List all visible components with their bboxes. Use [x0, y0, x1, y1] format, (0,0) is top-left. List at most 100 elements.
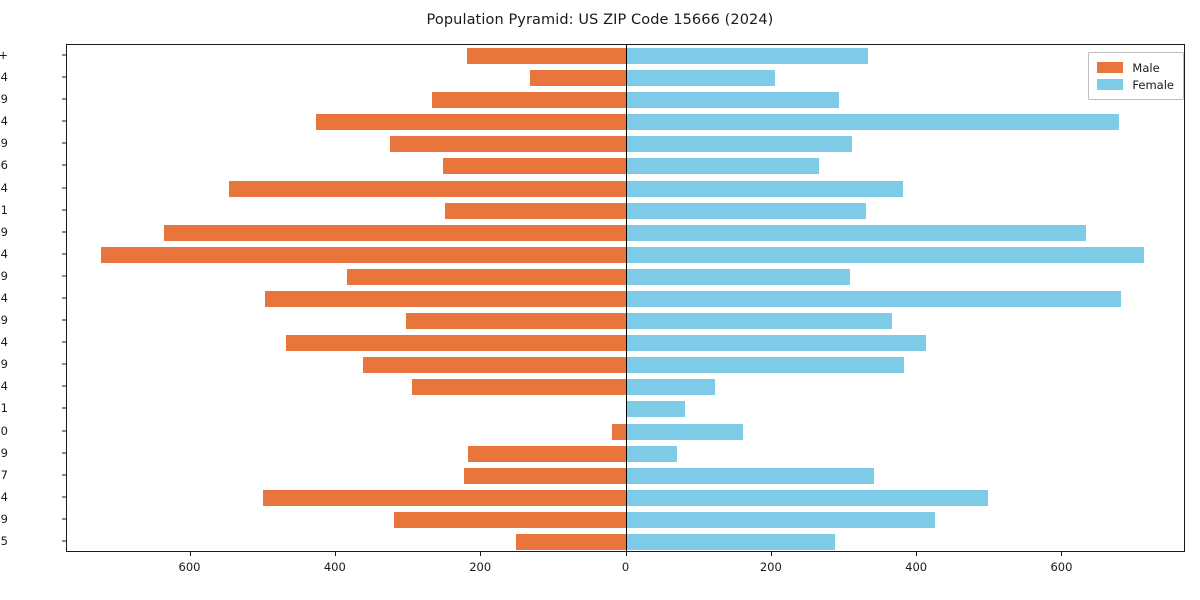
x-axis-tick-label: 200 — [759, 560, 782, 574]
bar-female — [626, 180, 903, 197]
y-axis-tick-label: 75-79 — [0, 92, 8, 107]
y-axis-tick-mark — [62, 407, 66, 409]
y-axis-tick-label: 60-61 — [0, 202, 8, 217]
bar-male — [363, 357, 627, 374]
legend-item: Female — [1097, 76, 1174, 93]
y-axis-tick-label: 18-19 — [0, 445, 8, 460]
bar-male — [101, 246, 627, 263]
y-axis-tick-mark — [62, 319, 66, 321]
y-axis-tick-mark — [62, 98, 66, 100]
bar-male — [315, 114, 627, 131]
bar-male — [464, 467, 627, 484]
y-axis-tick-mark — [62, 209, 66, 211]
bar-female — [626, 533, 836, 550]
y-axis-tick-label: 5-9 — [0, 511, 8, 526]
bar-male — [263, 489, 627, 506]
legend-item: Male — [1097, 59, 1174, 76]
y-axis-tick-mark — [62, 363, 66, 365]
y-axis-tick-mark — [62, 142, 66, 144]
y-axis-tick-mark — [62, 518, 66, 520]
bar-male — [611, 423, 627, 440]
bar-male — [466, 48, 627, 65]
bar-female — [626, 445, 678, 462]
y-axis-tick-label: 55-59 — [0, 224, 8, 239]
bar-male — [516, 533, 627, 550]
y-axis-tick-label: 85+ — [0, 48, 8, 63]
y-axis-tick-label: 21 — [0, 401, 8, 416]
y-axis-tick-mark — [62, 253, 66, 255]
y-axis-tick-label: Under 5 — [0, 533, 8, 548]
legend-item-label: Female — [1132, 77, 1174, 92]
x-axis-tick-mark — [1061, 552, 1063, 556]
legend-swatch-icon — [1097, 79, 1124, 90]
bar-male — [264, 291, 627, 307]
y-axis-tick-mark — [62, 164, 66, 166]
bar-female — [626, 313, 892, 330]
bar-male — [406, 313, 627, 330]
x-axis-tick-label: 0 — [621, 560, 630, 574]
y-axis-tick-mark — [62, 275, 66, 277]
y-axis-tick-label: 10-14 — [0, 489, 8, 504]
bar-male — [444, 202, 627, 219]
y-axis-tick-label: 67-69 — [0, 136, 8, 151]
x-axis-tick-label: 400 — [323, 560, 346, 574]
bar-female — [626, 268, 851, 285]
x-axis-tick-label: 600 — [178, 560, 201, 574]
bar-female — [626, 92, 840, 109]
y-axis-tick-label: 65-66 — [0, 158, 8, 173]
bar-female — [626, 335, 926, 352]
bar-female — [626, 423, 743, 440]
y-axis-tick-mark — [62, 297, 66, 299]
y-axis-tick-mark — [62, 540, 66, 542]
legend-swatch-icon — [1097, 62, 1124, 73]
bar-male — [468, 445, 627, 462]
bar-female — [626, 379, 716, 396]
x-axis-tick-mark — [625, 552, 627, 556]
bar-female — [626, 489, 988, 506]
x-axis-tick-label: 600 — [1050, 560, 1073, 574]
bar-female — [626, 48, 868, 65]
legend-item-label: Male — [1132, 60, 1160, 75]
y-axis-tick-mark — [62, 120, 66, 122]
x-axis-tick-label: 200 — [469, 560, 492, 574]
bar-male — [393, 511, 627, 528]
y-axis-tick-label: 25-29 — [0, 357, 8, 372]
bar-male — [390, 136, 627, 153]
bar-male — [412, 379, 627, 396]
bar-female — [626, 357, 905, 374]
bar-female — [626, 246, 1144, 263]
y-axis-tick-label: 45-49 — [0, 268, 8, 283]
y-axis-tick-label: 20 — [0, 423, 8, 438]
zero-axis-line — [625, 45, 628, 551]
bar-male — [443, 158, 627, 175]
y-axis-tick-mark — [62, 341, 66, 343]
bar-female — [626, 158, 820, 175]
plot-area — [66, 44, 1185, 552]
y-axis-tick-mark — [62, 54, 66, 56]
bar-male — [346, 268, 627, 285]
y-axis-tick-label: 35-39 — [0, 313, 8, 328]
bar-female — [626, 224, 1087, 241]
bar-female — [626, 401, 685, 418]
bar-male — [431, 92, 627, 109]
y-axis-tick-label: 80-84 — [0, 70, 8, 85]
chart-title: Population Pyramid: US ZIP Code 15666 (2… — [426, 12, 774, 28]
x-axis-tick-mark — [189, 552, 191, 556]
y-axis-tick-mark — [62, 385, 66, 387]
x-axis-tick-label: 400 — [905, 560, 928, 574]
bar-male — [163, 224, 627, 241]
bar-female — [626, 136, 852, 153]
bar-female — [626, 511, 936, 528]
y-axis-tick-label: 22-24 — [0, 379, 8, 394]
bar-female — [626, 114, 1120, 131]
y-axis-tick-label: 50-54 — [0, 246, 8, 261]
y-axis-tick-label: 15-17 — [0, 467, 8, 482]
y-axis-tick-label: 40-44 — [0, 291, 8, 305]
y-axis-tick-mark — [62, 496, 66, 498]
y-axis-tick-label: 70-74 — [0, 114, 8, 129]
y-axis-tick-mark — [62, 452, 66, 454]
y-axis-tick-label: 30-34 — [0, 335, 8, 350]
chart-legend: Male Female — [1088, 52, 1184, 100]
y-axis-tick-mark — [62, 474, 66, 476]
